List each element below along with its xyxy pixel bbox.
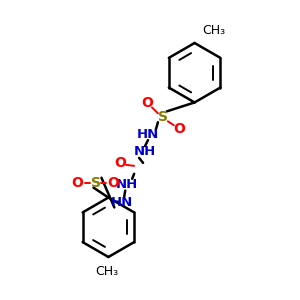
Text: NH: NH (134, 146, 156, 158)
Text: O: O (107, 176, 119, 190)
Text: NH: NH (116, 178, 138, 191)
Text: HN: HN (137, 128, 159, 141)
Text: O: O (141, 96, 153, 110)
Text: CH₃: CH₃ (202, 24, 226, 37)
Text: O: O (72, 176, 84, 190)
Text: S: S (91, 176, 100, 190)
Text: O: O (114, 156, 126, 170)
Text: O: O (173, 122, 185, 136)
Text: CH₃: CH₃ (95, 265, 118, 278)
Text: S: S (158, 110, 168, 124)
Text: HN: HN (111, 196, 134, 209)
